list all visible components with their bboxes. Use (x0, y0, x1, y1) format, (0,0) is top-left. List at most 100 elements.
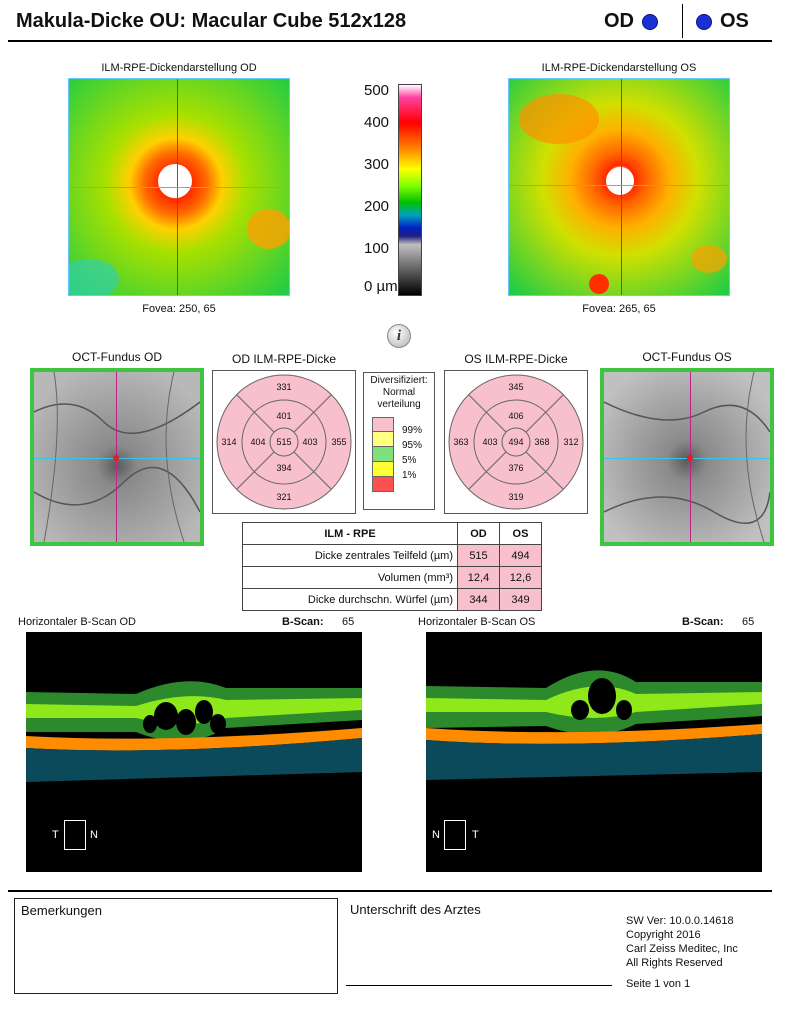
os-orientation: N T (432, 820, 488, 854)
os-fovea: Fovea: 265, 65 (582, 303, 656, 315)
legend-title-line: Diversifiziert: (370, 375, 428, 386)
legend-swatch (372, 417, 394, 432)
od-outer-inferior: 321 (276, 492, 292, 502)
od-dot-icon (642, 13, 658, 30)
scale-label-300: 300 (364, 156, 390, 173)
od-bscan-value: 65 (342, 616, 355, 628)
os-etdrs-grid: 345 363 312 319 406 403 368 376 494 (444, 370, 588, 514)
os-dot-icon (696, 13, 712, 30)
table-header-metric: ILM - RPE (242, 522, 458, 545)
table-row: Dicke durchschn. Würfel (µm) 344 349 (242, 588, 542, 611)
page-number: Seite 1 von 1 (626, 978, 691, 990)
table-cell-od: 515 (457, 544, 500, 567)
remarks-label: Bemerkungen (21, 903, 102, 918)
table-cell-od: 344 (457, 588, 500, 611)
od-outer-temporal: 314 (221, 437, 237, 447)
od-fovea-marker (113, 455, 119, 461)
scale-label-200: 200 (364, 198, 390, 215)
os-bscan-label: B-Scan: (682, 616, 724, 628)
od-bscan-title: Horizontaler B-Scan OD (18, 616, 136, 628)
legend-label-99: 99% (402, 425, 423, 436)
os-bscan-title: Horizontaler B-Scan OS (418, 616, 536, 628)
legend-swatches: 99% 95% 5% 1% (372, 417, 432, 492)
od-center: 515 (276, 437, 292, 447)
od-outer-superior: 331 (276, 382, 292, 392)
os-indicator: OS (696, 10, 749, 33)
table-cell-label: Dicke durchschn. Würfel (µm) (242, 588, 458, 611)
od-inner-nasal: 403 (302, 437, 318, 447)
od-outer-nasal: 355 (331, 437, 347, 447)
os-outer-nasal: 363 (453, 437, 469, 447)
table-header-os: OS (499, 522, 542, 545)
table-cell-os: 12,6 (499, 566, 542, 589)
od-inner-temporal: 404 (250, 437, 266, 447)
legend-title: Diversifiziert: Normal verteilung (366, 375, 432, 411)
table-row: Volumen (mm³) 12,4 12,6 (242, 566, 542, 589)
od-map-title: ILM-RPE-Dickendarstellung OD (101, 62, 257, 74)
legend-title-line: verteilung (377, 399, 421, 410)
os-outer-superior: 345 (508, 382, 524, 392)
os-orientation-left: N (432, 829, 440, 841)
table-cell-od: 12,4 (457, 566, 500, 589)
table-header-od: OD (457, 522, 500, 545)
legend-swatch (372, 477, 394, 492)
os-inner-nasal: 403 (482, 437, 498, 447)
scale-label-400: 400 (364, 114, 390, 131)
signature-line (346, 985, 612, 986)
software-info: SW Ver: 10.0.0.14618 Copyright 2016 Carl… (626, 914, 738, 970)
os-grid-title: OS ILM-RPE-Dicke (464, 352, 568, 366)
table-cell-label: Dicke zentrales Teilfeld (µm) (242, 544, 458, 567)
os-inner-temporal: 368 (534, 437, 550, 447)
os-thickness-map (508, 78, 730, 296)
os-map-title: ILM-RPE-Dickendarstellung OS (541, 62, 697, 74)
os-outer-inferior: 319 (508, 492, 524, 502)
remarks-box[interactable]: Bemerkungen (14, 898, 338, 994)
os-bscan-image: N T (426, 632, 762, 872)
color-scale: 500 400 300 200 100 0 µm (364, 82, 434, 296)
copyright: Copyright 2016 (626, 929, 701, 941)
os-fundus-title: OCT-Fundus OS (642, 350, 732, 364)
scale-label-0: 0 µm (364, 278, 398, 295)
os-center: 494 (508, 437, 524, 447)
sw-version: SW Ver: 10.0.0.14618 (626, 915, 734, 927)
header-divider (682, 4, 683, 38)
od-fundus-image (30, 368, 204, 546)
legend-title-line: Normal (382, 387, 416, 398)
od-indicator: OD (604, 10, 658, 33)
od-inner-superior: 401 (276, 411, 292, 421)
od-orientation-right: N (90, 829, 98, 841)
legend-swatch (372, 462, 394, 477)
company: Carl Zeiss Meditec, Inc (626, 943, 738, 955)
legend-label-95: 95% (402, 440, 423, 451)
table-cell-os: 494 (499, 544, 542, 567)
od-label: OD (604, 10, 634, 32)
info-icon[interactable]: i (387, 324, 411, 348)
page-title: Makula-Dicke OU: Macular Cube 512x128 (16, 10, 407, 32)
color-scale-bar (398, 84, 422, 296)
os-orientation-box (444, 820, 466, 850)
od-orientation: T N (52, 820, 98, 854)
legend-label-5: 5% (402, 455, 417, 466)
os-inner-superior: 406 (508, 411, 524, 421)
os-label: OS (720, 10, 749, 32)
normal-distribution-legend: Diversifiziert: Normal verteilung 99% 95… (363, 372, 435, 510)
table-cell-label: Volumen (mm³) (242, 566, 458, 589)
od-thickness-map (68, 78, 290, 296)
od-orientation-box (64, 820, 86, 850)
os-inner-inferior: 376 (508, 463, 524, 473)
scale-label-500: 500 (364, 82, 390, 99)
os-fovea-marker (687, 455, 693, 461)
od-fundus-title: OCT-Fundus OD (71, 350, 163, 364)
os-bscan-value: 65 (742, 616, 755, 628)
od-etdrs-grid: 331 314 355 321 401 404 403 394 515 (212, 370, 356, 514)
thickness-table: ILM - RPE OD OS Dicke zentrales Teilfeld… (242, 522, 542, 611)
od-grid-title: OD ILM-RPE-Dicke (231, 352, 336, 366)
legend-swatch (372, 447, 394, 462)
table-header-row: ILM - RPE OD OS (242, 522, 542, 545)
signature-label: Unterschrift des Arztes (350, 902, 481, 917)
od-bscan-image: T N (26, 632, 362, 872)
os-orientation-right: T (472, 829, 479, 841)
rights: All Rights Reserved (626, 957, 723, 969)
header-rule (8, 40, 772, 42)
footer-rule (8, 890, 772, 892)
